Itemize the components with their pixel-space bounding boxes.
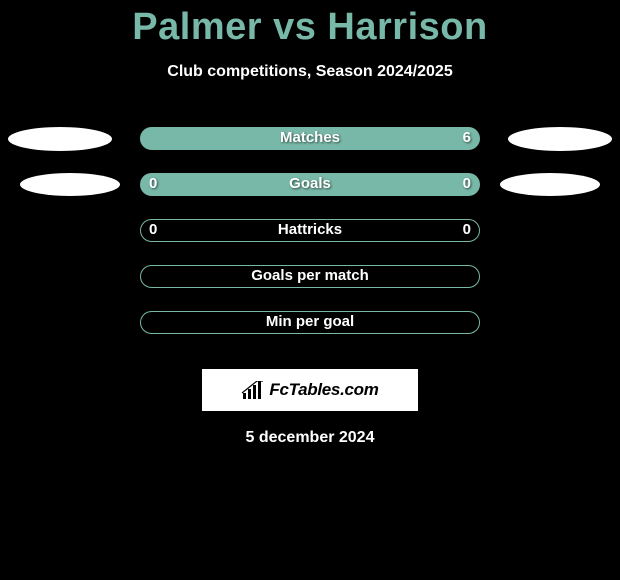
stat-label: Min per goal — [266, 313, 354, 330]
stat-value-right: 6 — [463, 129, 471, 146]
stat-label: Hattricks — [278, 221, 342, 238]
stat-row-goals: 0 Goals 0 — [0, 173, 620, 219]
stat-row-matches: Matches 6 — [0, 127, 620, 173]
player-left-marker — [8, 127, 112, 151]
stat-label: Goals — [289, 175, 331, 192]
date-label: 5 december 2024 — [0, 429, 620, 447]
subtitle: Club competitions, Season 2024/2025 — [0, 63, 620, 81]
stat-value-left: 0 — [149, 221, 157, 238]
stat-row-min-per-goal: Min per goal — [0, 311, 620, 357]
player-left-marker — [20, 173, 120, 196]
bar-chart-icon — [241, 381, 265, 399]
stat-bar: 0 Hattricks 0 — [140, 219, 480, 242]
stat-label: Goals per match — [251, 267, 369, 284]
stat-bar: Goals per match — [140, 265, 480, 288]
stat-value-right: 0 — [463, 221, 471, 238]
stat-value-right: 0 — [463, 175, 471, 192]
stat-bar: Min per goal — [140, 311, 480, 334]
stat-row-goals-per-match: Goals per match — [0, 265, 620, 311]
stat-value-left: 0 — [149, 175, 157, 192]
logo-text: FcTables.com — [269, 380, 378, 400]
stat-label: Matches — [280, 129, 340, 146]
stat-bar: Matches 6 — [140, 127, 480, 150]
player-right-marker — [508, 127, 612, 151]
stats-container: Matches 6 0 Goals 0 0 Hattricks 0 Goals … — [0, 127, 620, 357]
stat-bar: 0 Goals 0 — [140, 173, 480, 196]
player-right-marker — [500, 173, 600, 196]
stat-row-hattricks: 0 Hattricks 0 — [0, 219, 620, 265]
fctables-logo: FcTables.com — [202, 369, 418, 411]
page-title: Palmer vs Harrison — [0, 0, 620, 49]
